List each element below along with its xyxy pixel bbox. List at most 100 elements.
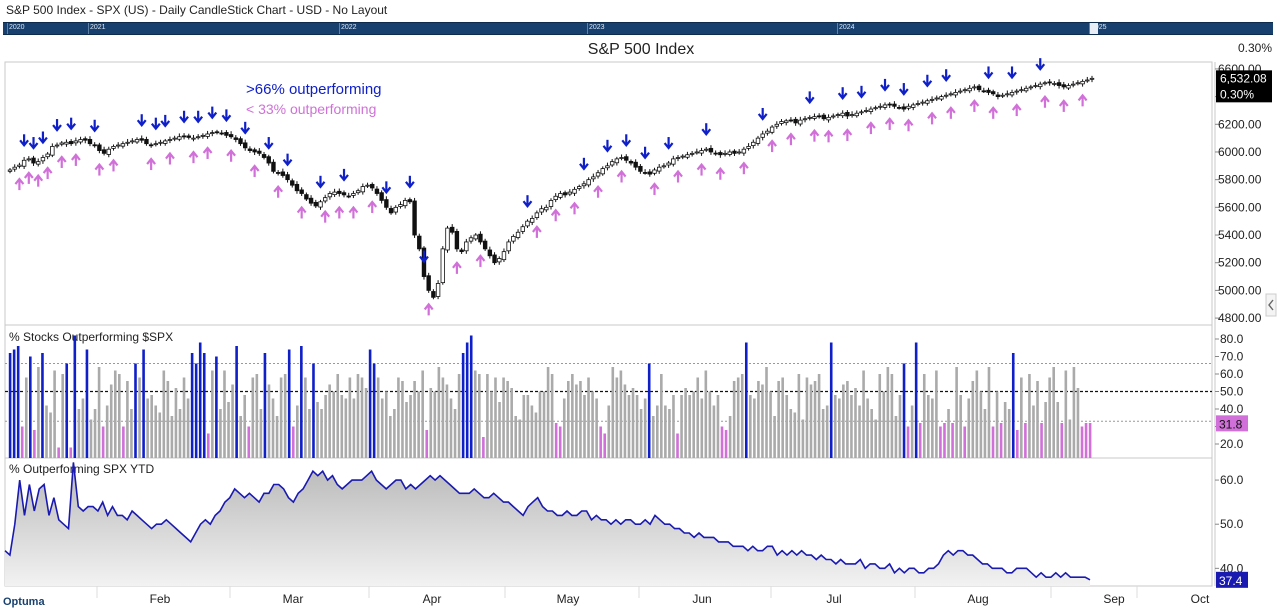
breadth-bar [838,398,841,458]
breadth-bar [809,384,813,458]
chart-canvas[interactable]: S&P 500 Index 0.30% 4800.00 5000.00 5200.00 5… [0,36,1280,613]
breadth-bar [935,370,938,458]
arrow-head [842,128,853,136]
breadth-bar [850,395,853,458]
arrow-head [273,184,284,193]
breadth-bar [615,377,619,458]
candle [120,141,126,149]
candle-body [83,138,88,141]
candle [337,188,342,197]
timeline-navigator[interactable]: 2020 2021 2022 2023 2024 2025 [3,22,1273,35]
navigator-year-tick [1089,23,1090,34]
candle-body [958,90,963,93]
candle-body [214,131,220,134]
breadth-bar [781,377,784,458]
candle [981,87,986,94]
candle-body [553,195,558,200]
candle-body [271,161,276,172]
navigator-selection-handle[interactable] [1090,23,1098,34]
candle [464,238,469,254]
breadth-bar [526,395,530,458]
candle [511,234,516,244]
navigator-year-label: 2024 [839,24,855,31]
candle-body [148,144,154,147]
breadth-bar [643,398,647,458]
candle-body [1014,90,1019,93]
breadth-bar [825,405,829,458]
candle-body [1052,83,1057,85]
candle [384,196,389,210]
collapse-handle-icon[interactable] [1265,293,1277,317]
breadth-bar [1028,374,1031,458]
arrow-head [602,145,613,153]
breadth-bar [991,426,995,458]
breadth-y-tick-label: 70.0 [1220,350,1244,364]
breadth-bar [227,402,230,458]
breadth-bar [562,398,566,458]
candle [995,92,1001,100]
breadth-bar [886,367,890,458]
arrow-head [1058,99,1069,107]
candle-body [887,103,892,106]
candle-body [534,212,540,218]
candle-body [172,137,177,140]
ytd-y-tick-label: 50.0 [1220,517,1244,531]
breadth-bar [712,405,716,458]
breadth-bar [219,409,222,458]
candle-body [501,251,507,261]
candle-body [991,91,996,95]
candle-body [308,197,314,204]
up-arrow-icon [532,225,542,238]
breadth-bar [360,377,364,458]
candle [64,139,69,147]
up-arrow-icon [249,164,260,177]
candle [144,136,149,146]
candle-body [689,152,695,155]
candle [346,192,351,199]
candle [1005,90,1010,98]
candle-body [252,149,257,153]
down-arrow-icon [880,78,890,92]
candle [755,135,761,146]
breadth-bar [97,367,101,458]
candle [746,143,751,151]
candle [148,142,154,148]
breadth-bar [413,381,416,458]
candle-body [120,143,126,147]
breadth-bar [700,398,704,458]
arrow-head [579,163,589,171]
up-arrow-icon [823,129,834,143]
candle-body [487,249,493,257]
candle-body [774,123,780,127]
candle [482,238,488,251]
candle [252,147,257,156]
breadth-bar [308,409,311,458]
breadth-bar [744,342,748,458]
candle-body [600,168,605,175]
candle-body [440,248,445,284]
candle-body [177,136,182,140]
breadth-bar [320,409,323,458]
candle-body [934,97,939,100]
candle-body [722,152,728,155]
breadth-bar [971,381,975,458]
candle-body [257,150,262,154]
breadth-bar [287,349,291,458]
candle [793,116,798,126]
breadth-bar [599,426,602,458]
down-arrow-icon [240,121,251,135]
candle [911,102,916,111]
breadth-bar [611,367,615,458]
candle-body [727,151,732,155]
breadth-bar [514,416,518,458]
breadth-bar [429,388,433,458]
arrow-head [66,122,77,131]
candle-body [445,227,450,251]
candle [341,190,347,198]
arrow-head [23,171,34,179]
breadth-bar [1080,426,1084,458]
candle [892,101,897,109]
breadth-bar [45,405,48,458]
breadth-bar [995,391,999,458]
breadth-bar [1036,381,1039,458]
